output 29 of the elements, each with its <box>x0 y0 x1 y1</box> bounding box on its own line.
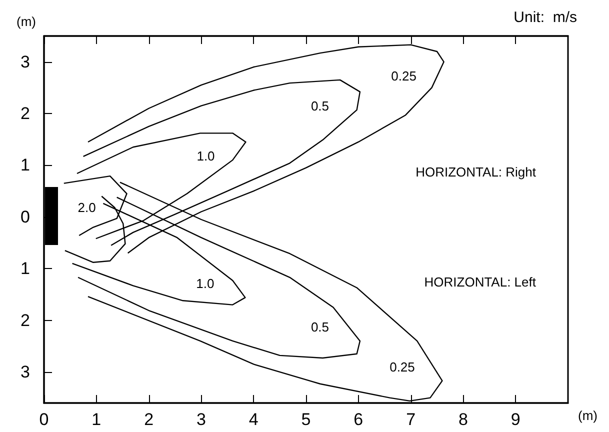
y-tick-label: 3 <box>20 52 30 72</box>
x-tick-label: 2 <box>144 410 154 429</box>
y-tick-label: 1 <box>20 259 30 278</box>
x-tick-label: 1 <box>92 410 102 429</box>
x-tick-label: 6 <box>354 410 364 429</box>
x-tick-label: 5 <box>301 410 311 429</box>
x-tick-label: 8 <box>458 410 468 429</box>
series-label: 0.5 <box>310 98 330 114</box>
x-tick-label: 0 <box>39 410 49 429</box>
x-tick-label: 7 <box>406 410 416 429</box>
series-label: 2.0 <box>78 200 96 216</box>
x-tick-label: 4 <box>248 410 258 429</box>
text: Unit: m/s <box>514 9 578 26</box>
y-tick-label: 3 <box>20 362 30 382</box>
x-tick-label: 9 <box>510 410 520 429</box>
x-axis-title: (m) <box>578 408 598 423</box>
annotation: HORIZONTAL: Left <box>424 274 536 290</box>
y-tick-label: 1 <box>20 156 30 175</box>
series-label: 0.5 <box>310 319 330 334</box>
y-axis-title: (m) <box>16 14 36 29</box>
series-label: 0.25 <box>391 68 416 84</box>
y-tick-label: 2 <box>20 310 30 330</box>
series-label: 0.25 <box>390 359 415 374</box>
annotation: HORIZONTAL: Right <box>416 164 536 180</box>
x-tick-label: 3 <box>196 410 206 429</box>
series-label: 1.0 <box>196 148 215 164</box>
y-tick-label: 2 <box>20 104 30 124</box>
y-tick-label: 0 <box>20 207 30 226</box>
series-label: 1.0 <box>196 276 214 292</box>
